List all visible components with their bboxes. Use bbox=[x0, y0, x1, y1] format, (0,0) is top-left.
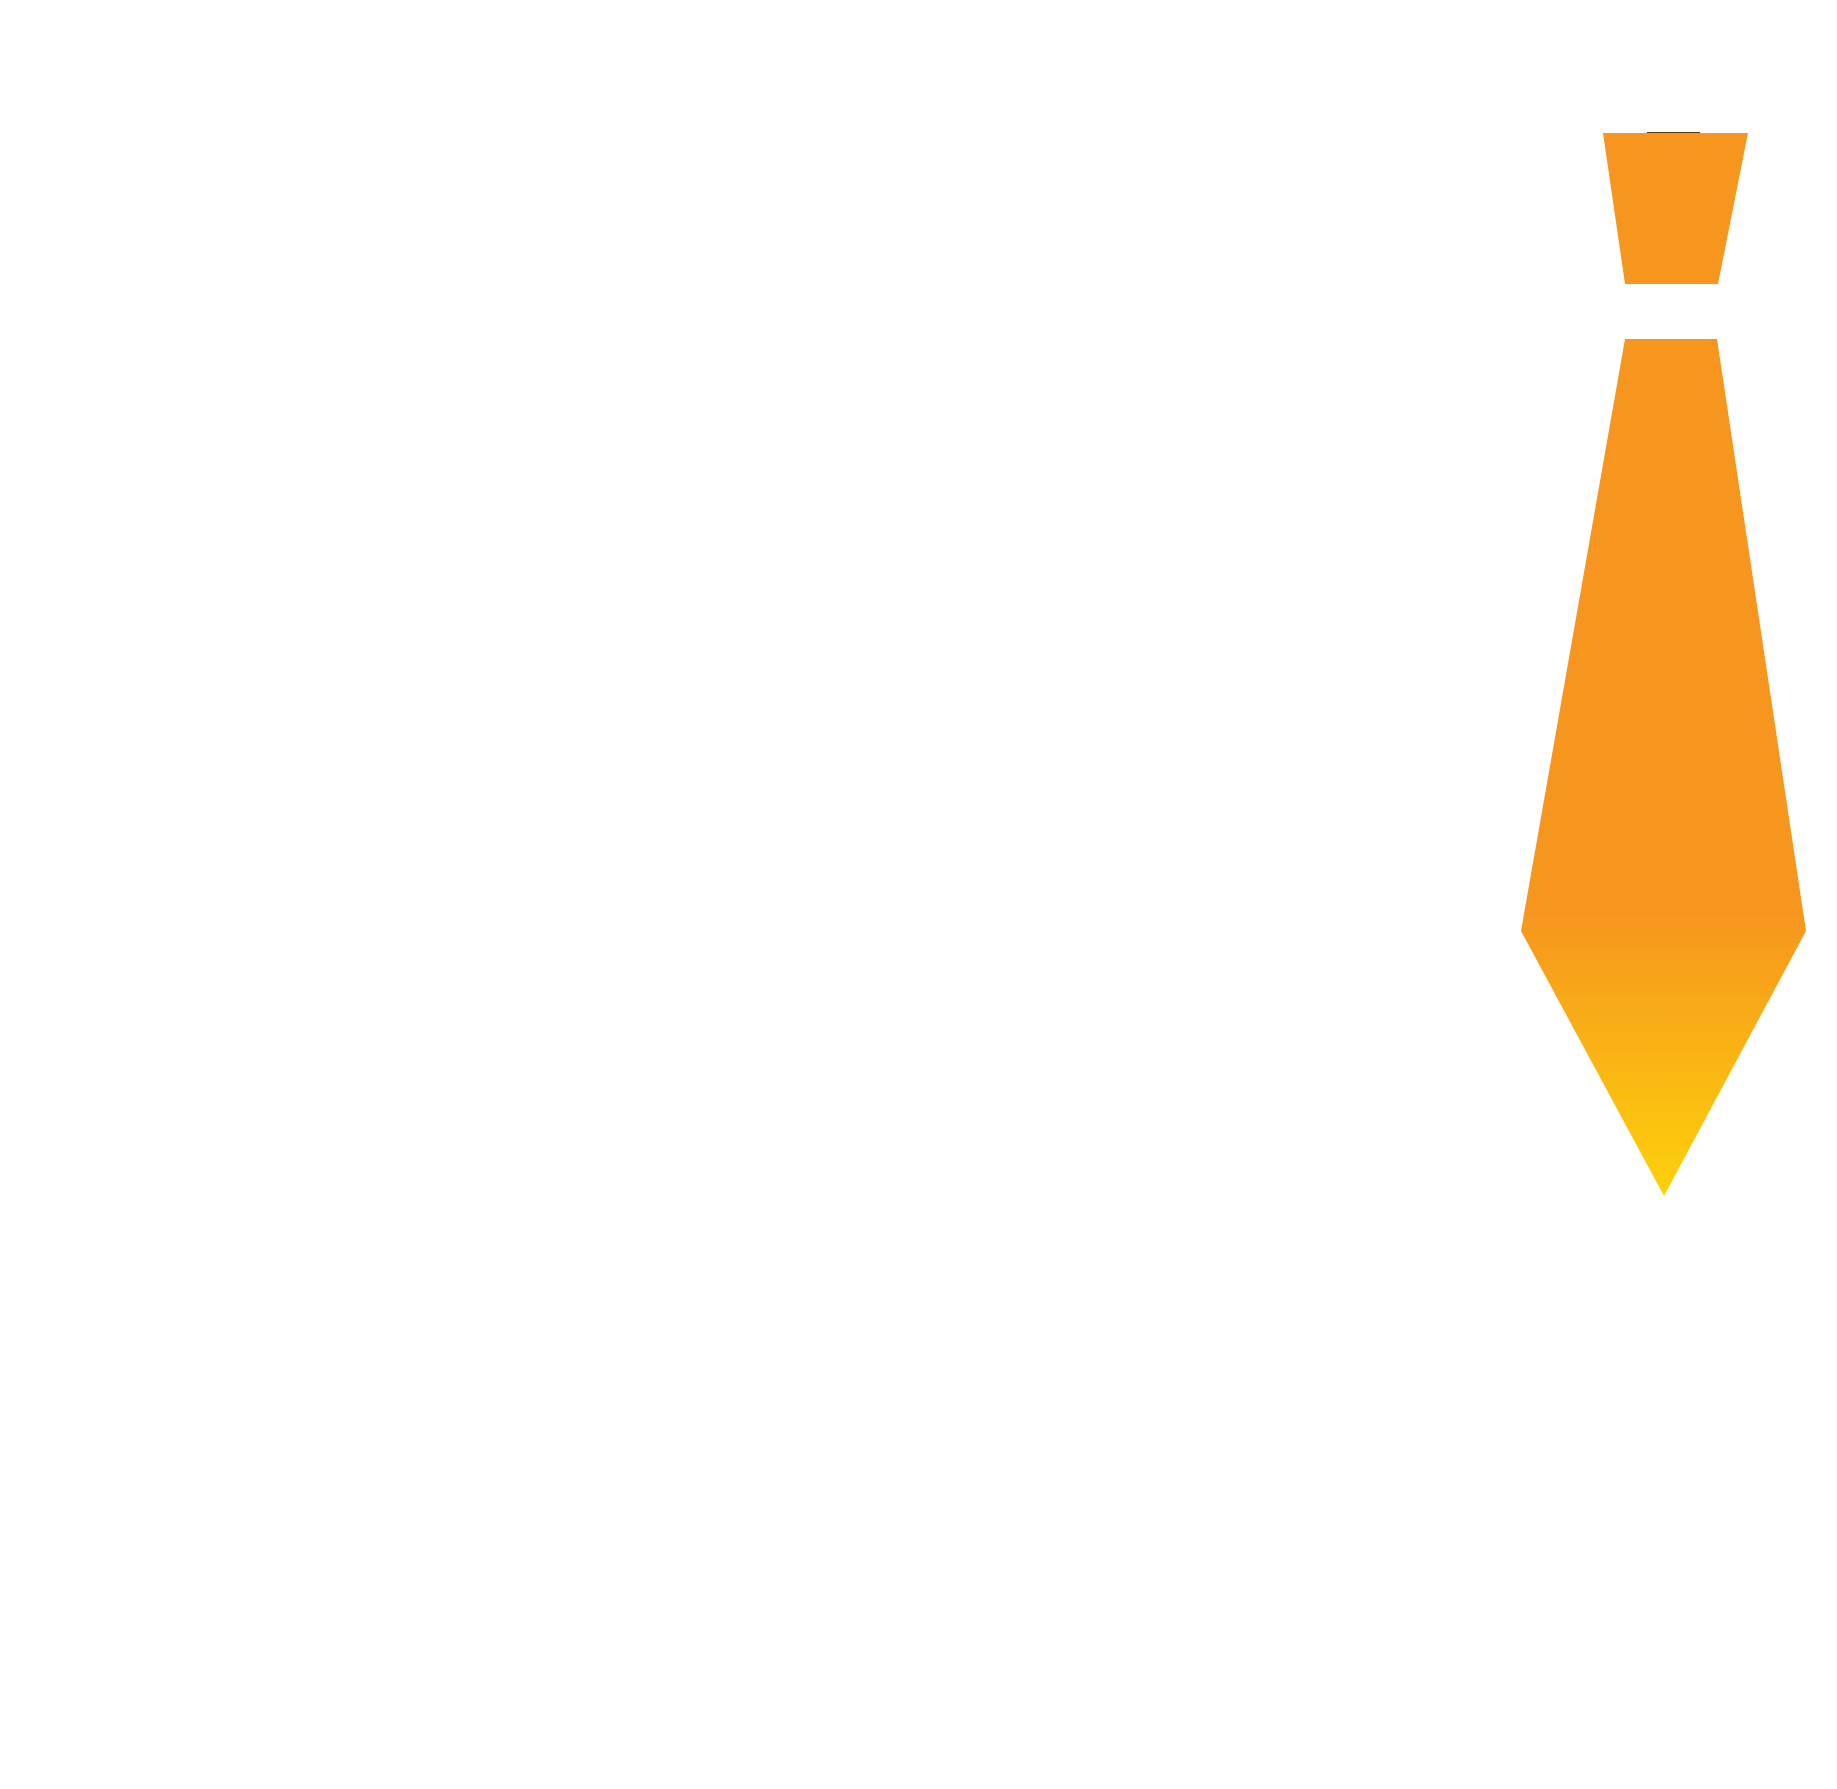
tie-knot bbox=[1603, 133, 1748, 284]
tie-blade bbox=[1521, 339, 1806, 1196]
